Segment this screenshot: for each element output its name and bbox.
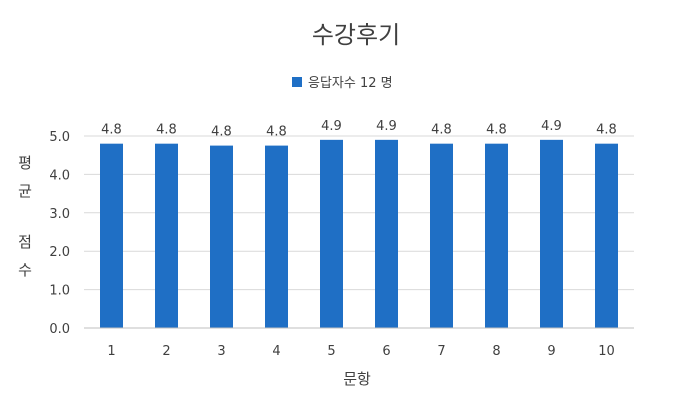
bar-10 bbox=[595, 143, 618, 328]
y-tick-label: 1.0 bbox=[49, 284, 70, 299]
legend-swatch bbox=[292, 77, 302, 87]
data-label-3: 4.8 bbox=[211, 125, 232, 140]
bar-8 bbox=[485, 143, 508, 328]
bars bbox=[100, 139, 618, 328]
x-tick-label-8: 8 bbox=[492, 344, 500, 359]
y-axis-label-char-3: 점 bbox=[18, 233, 32, 251]
x-axis-label: 문항 bbox=[343, 370, 371, 388]
y-tick-label: 4.0 bbox=[49, 168, 70, 183]
data-label-1: 4.8 bbox=[101, 123, 122, 138]
bar-9 bbox=[540, 139, 563, 328]
data-label-4: 4.8 bbox=[266, 125, 287, 140]
bar-3 bbox=[210, 145, 233, 328]
y-tick-label: 2.0 bbox=[49, 245, 70, 260]
data-label-10: 4.8 bbox=[596, 123, 617, 138]
data-label-7: 4.8 bbox=[431, 123, 452, 138]
data-label-5: 4.9 bbox=[321, 119, 342, 134]
x-tick-label-6: 6 bbox=[382, 344, 390, 359]
x-tick-label-1: 1 bbox=[107, 344, 115, 359]
bar-2 bbox=[155, 143, 178, 328]
y-axis-label-char-4: 수 bbox=[18, 261, 32, 279]
x-tick-label-3: 3 bbox=[217, 344, 225, 359]
x-tick-label-2: 2 bbox=[162, 344, 170, 359]
y-tick-label: 0.0 bbox=[49, 322, 70, 337]
data-labels: 4.8 4.8 4.8 4.8 4.9 4.9 4.8 4.8 4.9 4.8 bbox=[101, 119, 617, 140]
x-tick-label-9: 9 bbox=[547, 344, 555, 359]
y-axis-label-char-2: 균 bbox=[18, 182, 32, 200]
x-tick-label-4: 4 bbox=[272, 344, 280, 359]
y-tick-label: 3.0 bbox=[49, 207, 70, 222]
bar-4 bbox=[265, 145, 288, 328]
data-label-6: 4.9 bbox=[376, 119, 397, 134]
chart-title: 수강후기 bbox=[312, 21, 400, 49]
x-tick-label-7: 7 bbox=[437, 344, 445, 359]
data-label-2: 4.8 bbox=[156, 123, 177, 138]
x-tick-label-5: 5 bbox=[327, 344, 335, 359]
y-tick-label: 5.0 bbox=[49, 130, 70, 145]
x-axis-ticks: 1 2 3 4 5 6 7 8 9 10 bbox=[107, 344, 614, 359]
bar-7 bbox=[430, 143, 453, 328]
y-axis-label-char-1: 평 bbox=[18, 154, 32, 172]
x-tick-label-10: 10 bbox=[598, 344, 615, 359]
bar-1 bbox=[100, 143, 123, 328]
bar-6 bbox=[375, 139, 398, 328]
y-axis-ticks: 0.0 1.0 2.0 3.0 4.0 5.0 bbox=[49, 130, 70, 337]
legend-label: 응답자수 12 명 bbox=[308, 76, 393, 91]
data-label-8: 4.8 bbox=[486, 123, 507, 138]
bar-5 bbox=[320, 139, 343, 328]
data-label-9: 4.9 bbox=[541, 119, 562, 134]
